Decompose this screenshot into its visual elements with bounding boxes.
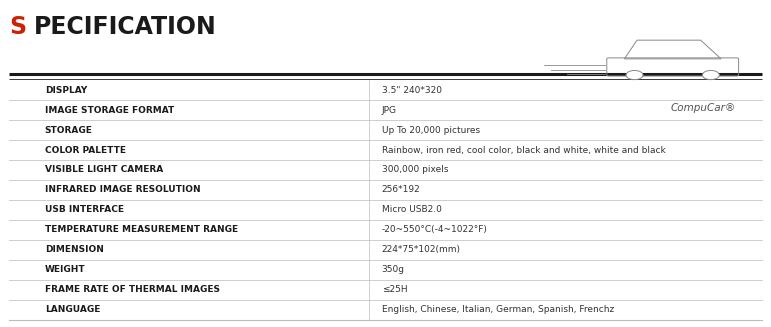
Text: 300,000 pixels: 300,000 pixels	[382, 165, 448, 175]
Text: COLOR PALETTE: COLOR PALETTE	[45, 146, 126, 155]
Text: 350g: 350g	[382, 266, 405, 274]
Text: WEIGHT: WEIGHT	[45, 266, 86, 274]
Text: English, Chinese, Italian, German, Spanish, Frenchz: English, Chinese, Italian, German, Spani…	[382, 305, 614, 314]
Text: FRAME RATE OF THERMAL IMAGES: FRAME RATE OF THERMAL IMAGES	[45, 285, 220, 294]
Ellipse shape	[702, 71, 719, 80]
Text: IMAGE STORAGE FORMAT: IMAGE STORAGE FORMAT	[45, 106, 174, 114]
Text: -20~550°C(-4~1022°F): -20~550°C(-4~1022°F)	[382, 225, 487, 234]
Text: CompuCar®: CompuCar®	[671, 103, 736, 113]
Text: 256*192: 256*192	[382, 185, 420, 195]
Text: USB INTERFACE: USB INTERFACE	[45, 205, 123, 215]
Text: DIMENSION: DIMENSION	[45, 245, 103, 254]
Text: TEMPERATURE MEASUREMENT RANGE: TEMPERATURE MEASUREMENT RANGE	[45, 225, 237, 234]
Text: PECIFICATION: PECIFICATION	[34, 15, 217, 39]
Text: ≤25H: ≤25H	[382, 285, 407, 294]
Text: LANGUAGE: LANGUAGE	[45, 305, 100, 314]
Text: 224*75*102(mm): 224*75*102(mm)	[382, 245, 460, 254]
Text: Rainbow, iron red, cool color, black and white, white and black: Rainbow, iron red, cool color, black and…	[382, 146, 665, 155]
Text: S: S	[9, 15, 26, 39]
Text: Up To 20,000 pictures: Up To 20,000 pictures	[382, 126, 480, 134]
Text: STORAGE: STORAGE	[45, 126, 93, 134]
Text: INFRARED IMAGE RESOLUTION: INFRARED IMAGE RESOLUTION	[45, 185, 200, 195]
Text: VISIBLE LIGHT CAMERA: VISIBLE LIGHT CAMERA	[45, 165, 163, 175]
Ellipse shape	[626, 71, 643, 80]
Text: JPG: JPG	[382, 106, 396, 114]
Text: 3.5" 240*320: 3.5" 240*320	[382, 86, 442, 95]
Text: DISPLAY: DISPLAY	[45, 86, 87, 95]
Text: Micro USB2.0: Micro USB2.0	[382, 205, 442, 215]
